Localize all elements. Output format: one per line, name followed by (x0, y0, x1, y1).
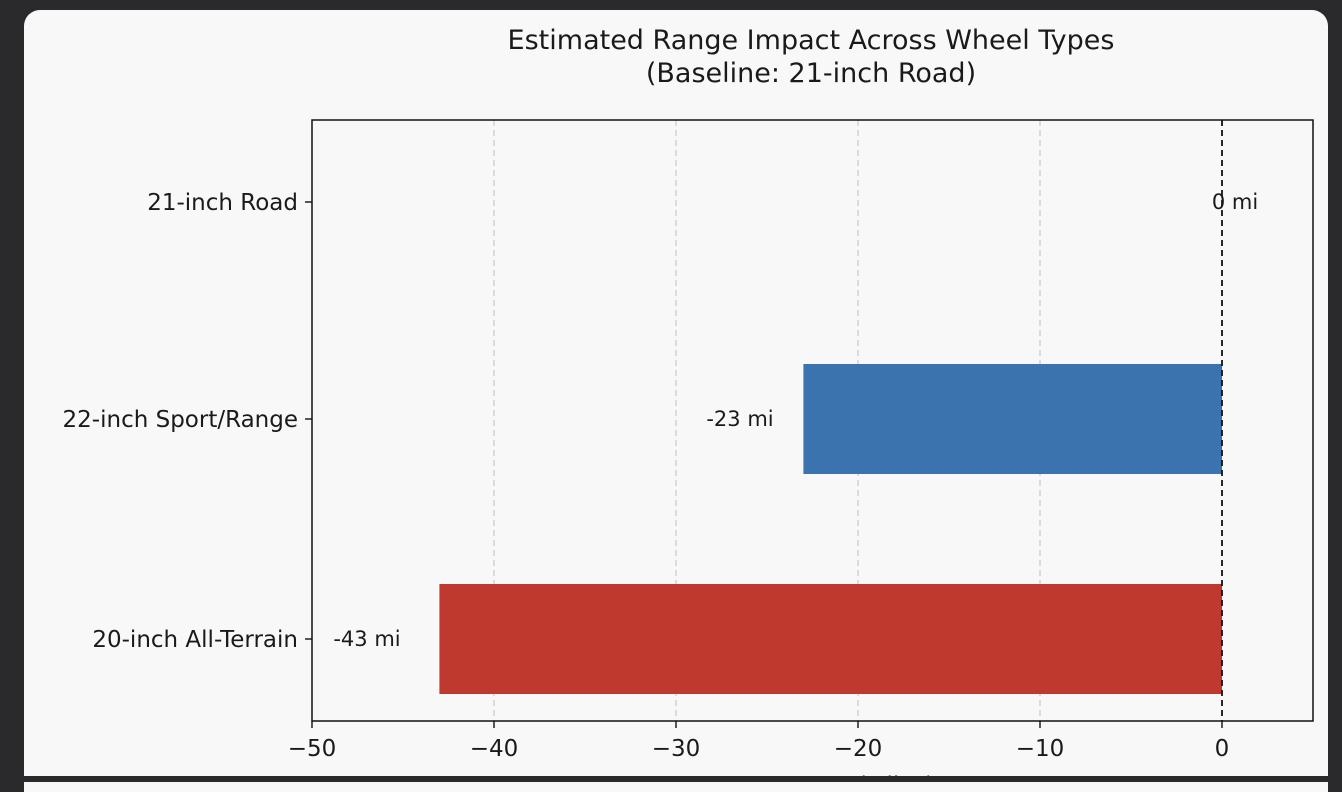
bottom-edge (24, 776, 1328, 782)
bar-2 (439, 584, 1222, 694)
bar-value-label-0: 0 mi (1212, 190, 1258, 214)
bar-value-label-1: -23 mi (706, 407, 773, 431)
bar-value-label-2: -43 mi (333, 627, 400, 651)
x-tick-label-5: 0 (1215, 736, 1230, 762)
x-tick-label-3: −20 (834, 736, 883, 762)
x-tick-label-4: −10 (1016, 736, 1065, 762)
bar-1 (803, 364, 1222, 474)
chart-card: Estimated Range Impact Across Wheel Type… (24, 10, 1328, 792)
chart-title: Estimated Range Impact Across Wheel Type… (508, 25, 1115, 56)
category-label-2: 20-inch All-Terrain (92, 627, 298, 653)
x-axis-ticks: −50 −40 −30 −20 −10 0 (288, 721, 1230, 762)
bar-value-labels: 0 mi -23 mi -43 mi (333, 190, 1258, 651)
chart-subtitle: (Baseline: 21-inch Road) (646, 58, 976, 89)
x-tick-label-1: −40 (470, 736, 519, 762)
category-label-1: 22-inch Sport/Range (63, 407, 298, 433)
x-tick-label-0: −50 (288, 736, 337, 762)
category-label-0: 21-inch Road (147, 190, 298, 216)
x-tick-label-2: −30 (652, 736, 701, 762)
plot-area-frame (311, 119, 1314, 722)
bars (439, 364, 1222, 694)
y-axis-ticks: 21-inch Road 22-inch Sport/Range 20-inch A… (63, 190, 312, 653)
bar-chart: Estimated Range Impact Across Wheel Type… (63, 25, 1314, 782)
